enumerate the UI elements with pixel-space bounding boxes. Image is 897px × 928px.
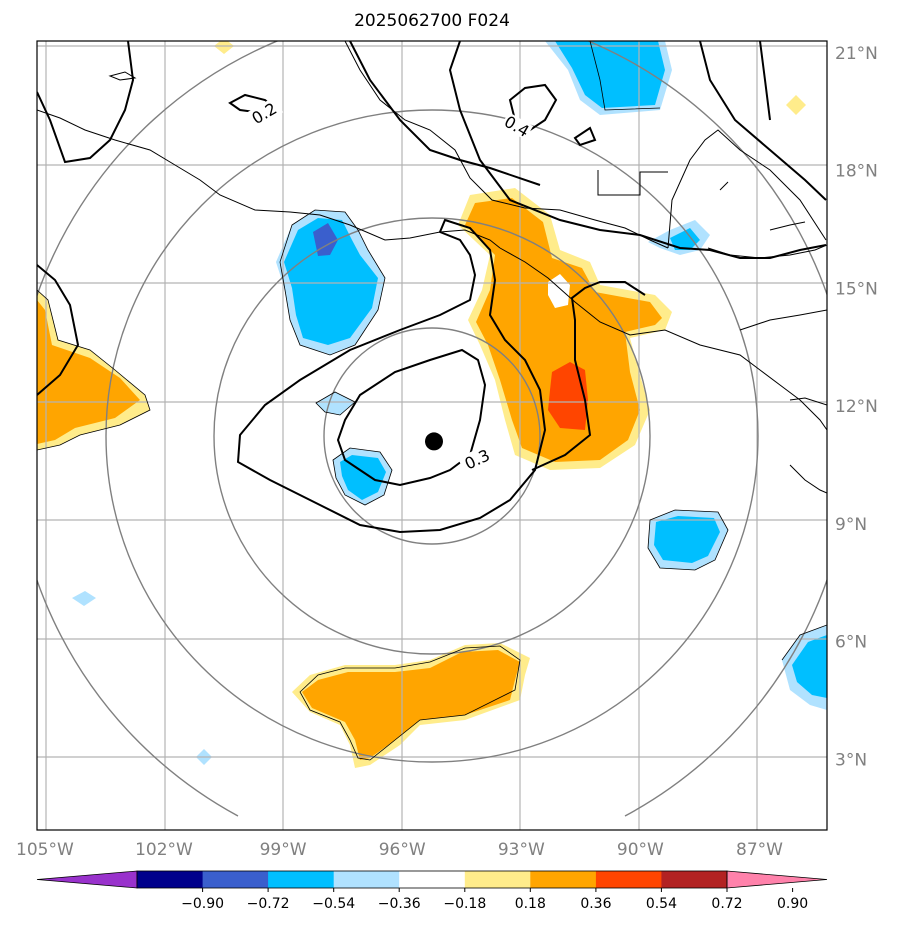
shaded-anomalies bbox=[37, 41, 827, 768]
figure-title: 2025062700 F024 bbox=[354, 11, 510, 31]
contour-east-loop bbox=[531, 281, 646, 471]
longitude-tick-labels: 105°W 102°W 99°W 96°W 93°W 90°W 87°W bbox=[16, 840, 783, 860]
colorbar-tick-label: 0.72 bbox=[711, 896, 742, 912]
lon-tick-label: 99°W bbox=[260, 840, 307, 860]
colorbar-swatch bbox=[464, 871, 531, 888]
border-guatemala bbox=[597, 170, 668, 196]
range-rings bbox=[37, 41, 827, 817]
colorbar-frame bbox=[136, 870, 728, 889]
contour-labels: 0.2 0.4 0.3 bbox=[244, 96, 534, 475]
range-ring-4-west bbox=[37, 41, 280, 817]
colorbar-tick-label: −0.72 bbox=[247, 896, 290, 912]
contour-northeast-b bbox=[759, 41, 771, 121]
coast-east-island-1 bbox=[769, 221, 806, 231]
colorbar-swatch bbox=[661, 871, 728, 888]
colorbar-tick-label: −0.36 bbox=[378, 896, 421, 912]
lon-tick-label: 102°W bbox=[135, 840, 193, 860]
latitude-tick-labels: 3°N 6°N 9°N 12°N 15°N 18°N 21°N bbox=[835, 44, 878, 770]
contour-west-b bbox=[37, 264, 80, 396]
contour-lines bbox=[37, 41, 827, 534]
colorbar-tick-label: −0.18 bbox=[443, 896, 486, 912]
colorbar-tick-label: −0.54 bbox=[312, 896, 355, 912]
thin-contours bbox=[37, 41, 827, 761]
lat-tick-label: 9°N bbox=[835, 515, 867, 535]
storm-center-marker bbox=[425, 432, 443, 451]
coast-costa-rica bbox=[789, 464, 827, 494]
coast-panama bbox=[789, 397, 827, 406]
lat-tick-label: 15°N bbox=[835, 279, 878, 299]
shade-east-blue-inner bbox=[654, 516, 720, 563]
shade-gulf-blue-inner bbox=[670, 228, 700, 250]
colorbar-swatch bbox=[399, 871, 466, 888]
coast-east-island-2 bbox=[719, 181, 729, 191]
coast-yucatan bbox=[667, 129, 827, 249]
shade-east-inner bbox=[465, 198, 662, 462]
coast-mexico-gulf bbox=[344, 41, 669, 249]
contour-north-big bbox=[448, 41, 827, 259]
colorbar-swatch bbox=[202, 871, 269, 888]
shade-south-inner bbox=[302, 650, 520, 760]
map-content: 0.2 0.4 0.3 bbox=[37, 41, 827, 830]
shade-west-inner bbox=[37, 300, 140, 444]
range-ring-4-east bbox=[586, 41, 827, 817]
lon-tick-label: 90°W bbox=[617, 840, 664, 860]
colorbar-swatch bbox=[333, 871, 400, 888]
colorbar-tick-label: 0.18 bbox=[515, 896, 546, 912]
shade-tiny-4 bbox=[214, 41, 234, 54]
shade-small-blue-2-inner bbox=[340, 455, 386, 500]
range-ring-3 bbox=[105, 109, 759, 763]
shade-tiny-3 bbox=[786, 95, 806, 115]
contour-north-central bbox=[349, 41, 541, 186]
colorbar-swatch bbox=[137, 871, 204, 888]
colorbar-tick-label: 0.54 bbox=[646, 896, 677, 912]
lon-tick-label: 96°W bbox=[379, 840, 426, 860]
coast-central-america-pacific bbox=[499, 247, 827, 431]
shade-east-core bbox=[548, 362, 588, 430]
colorbar-swatch bbox=[530, 871, 597, 888]
lon-tick-label: 87°W bbox=[736, 840, 783, 860]
shade-tiny-1 bbox=[72, 591, 96, 606]
shade-north-blue-inner bbox=[555, 41, 665, 108]
shade-far-east-blue-inner bbox=[792, 635, 827, 698]
colorbar-swatch bbox=[268, 871, 335, 888]
coast-honduras bbox=[739, 309, 827, 331]
coast-cuba-island bbox=[108, 71, 137, 81]
lon-tick-label: 105°W bbox=[16, 840, 74, 860]
colorbar-tick-label: 0.36 bbox=[580, 896, 611, 912]
contour-northeast bbox=[699, 41, 827, 201]
colorbar-extend-low bbox=[36, 870, 138, 889]
lat-tick-label: 21°N bbox=[835, 44, 878, 64]
colorbar-tick-label: 0.90 bbox=[777, 896, 808, 912]
range-ring-2 bbox=[213, 217, 651, 655]
lon-tick-label: 93°W bbox=[498, 840, 545, 860]
colorbar-swatch bbox=[595, 871, 662, 888]
contour-outer bbox=[236, 218, 547, 534]
colorbar-extend-high bbox=[726, 870, 828, 889]
range-ring-1 bbox=[323, 327, 541, 545]
map-border bbox=[36, 40, 828, 831]
lat-tick-label: 18°N bbox=[835, 162, 878, 182]
lat-tick-label: 12°N bbox=[835, 397, 878, 417]
colorbar-tick-label: −0.90 bbox=[181, 896, 224, 912]
colorbar: −0.90 −0.72 −0.54 −0.36 −0.18 0.18 0.36 0.54 0.7… bbox=[36, 870, 828, 912]
shade-wc-blue-inner bbox=[284, 218, 378, 345]
gridlines bbox=[37, 41, 827, 830]
lat-tick-label: 6°N bbox=[835, 633, 867, 653]
contour-west-a bbox=[37, 41, 135, 164]
lat-tick-label: 3°N bbox=[835, 750, 867, 770]
contour-north-loop-04b bbox=[573, 126, 597, 147]
shade-wc-blue-core bbox=[313, 223, 338, 256]
